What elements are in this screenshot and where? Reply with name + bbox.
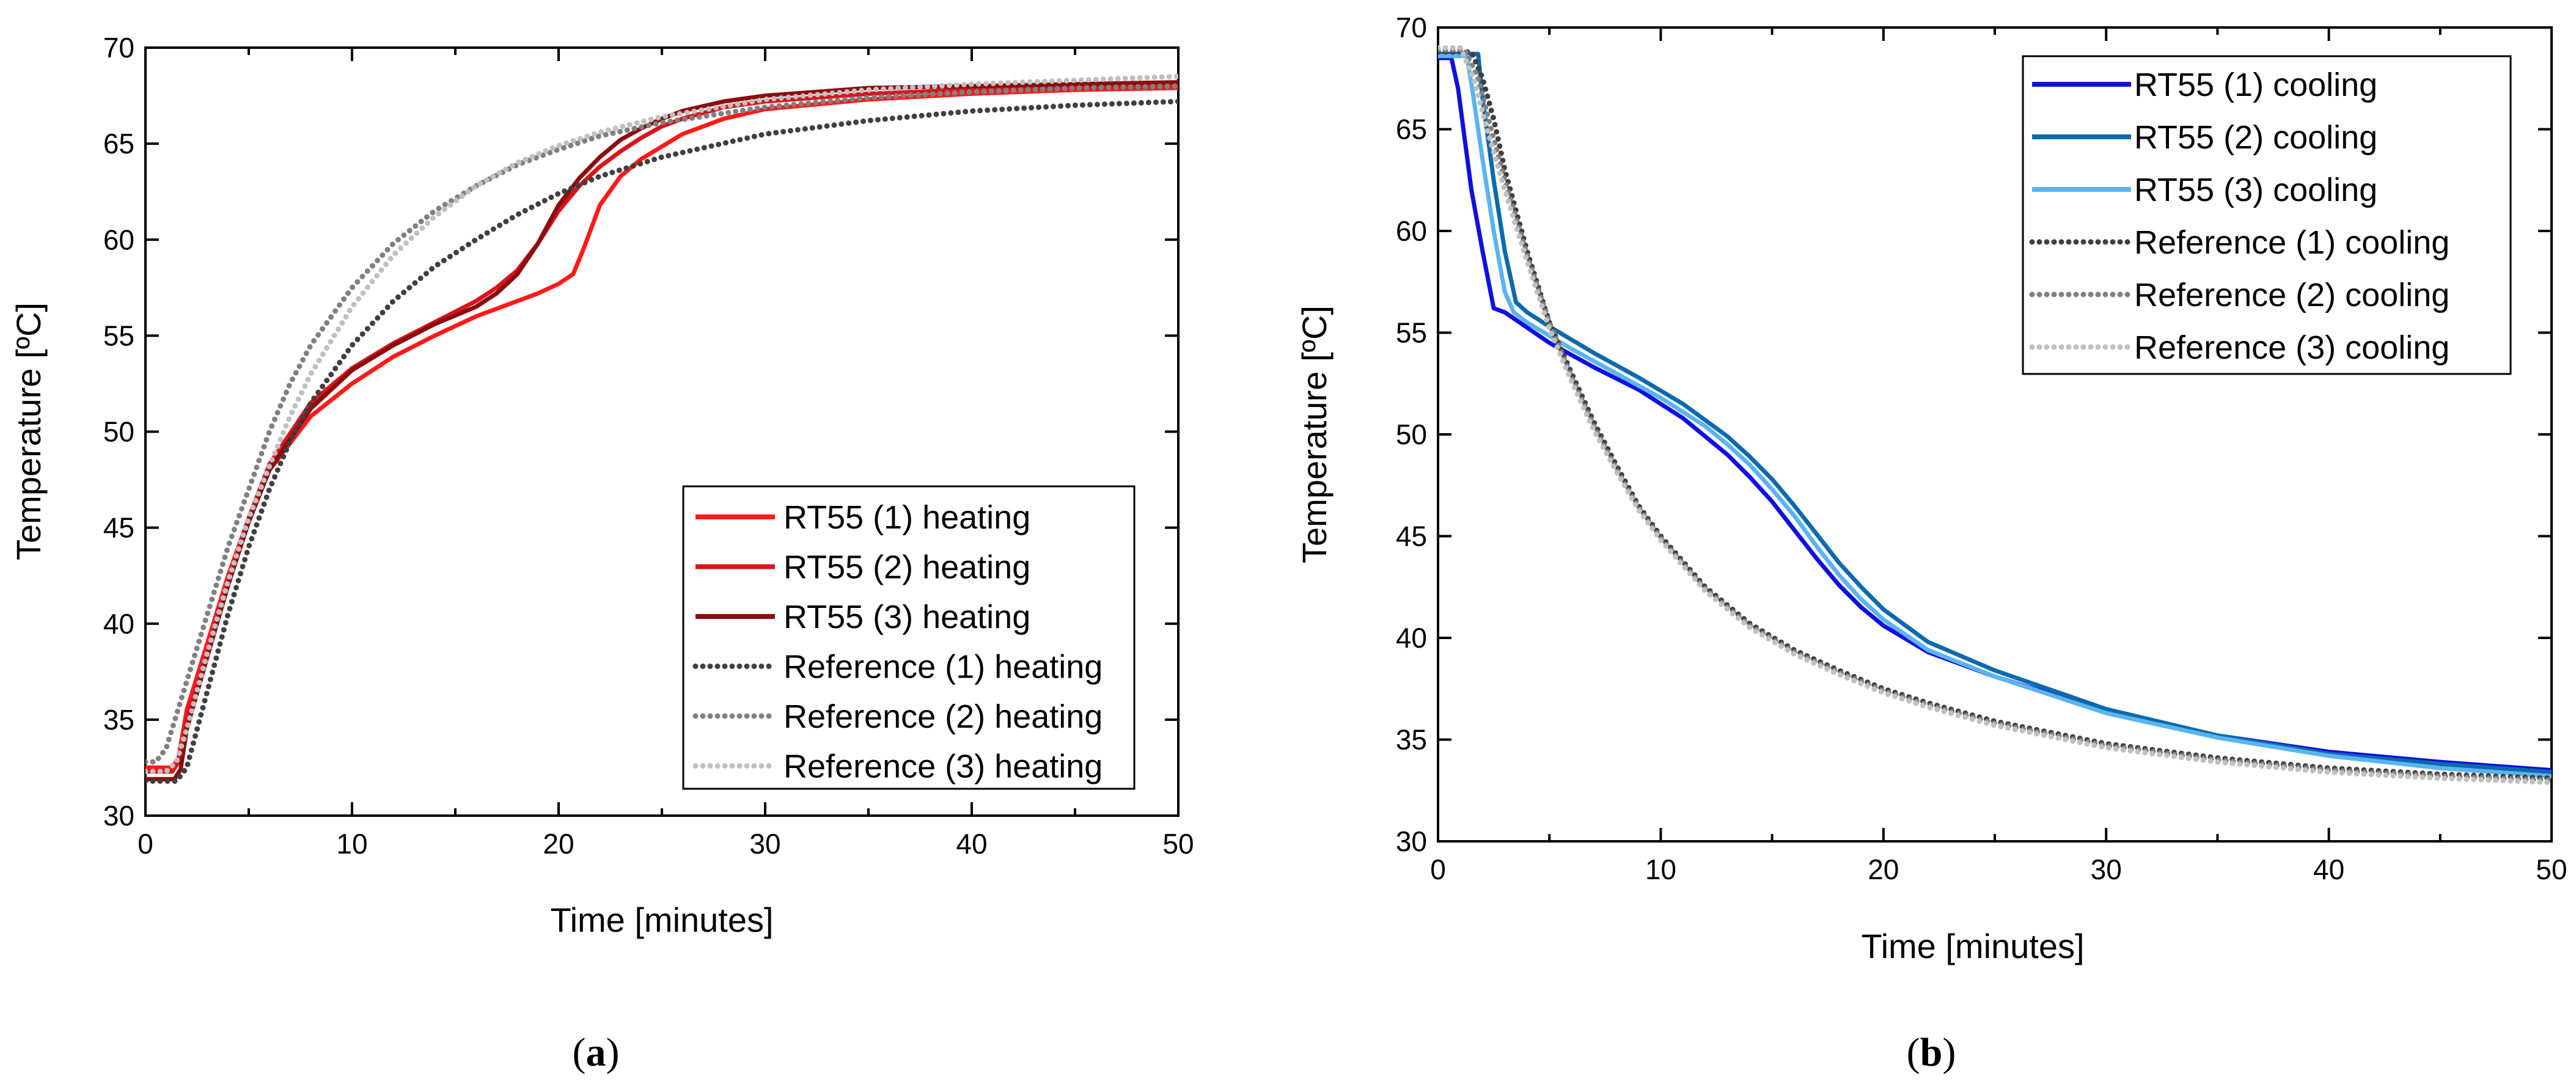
panel-b-x-tick-label: 50 (2536, 854, 2567, 885)
panel-b-legend-box (2022, 55, 2512, 375)
panel-a-y-tick-label: 45 (103, 512, 134, 544)
panel-a-legend: RT55 (1) heating RT55 (2) heating RT55 (3)… (682, 485, 1136, 790)
panel-b-chart: 0 10 20 30 40 50 30 35 40 45 50 55 60 65 70 Time [minu… (1295, 12, 2567, 1075)
panel-a-x-tick-label: 20 (543, 828, 574, 860)
panel-a-caption: (a) (573, 1030, 620, 1075)
panel-b-y-axis-title: Temperature [ºC] (1295, 305, 1334, 563)
panel-b-series-group (1438, 45, 2552, 785)
panel-a-y-tick-label: 70 (103, 32, 134, 64)
panel-b-series-line-2 (1438, 51, 2552, 775)
panel-b-y-tick-label: 55 (1396, 317, 1427, 349)
panel-b-legend-label-1: RT55 (1) cooling (2134, 67, 2377, 103)
panel-b-y-tick-label: 45 (1396, 521, 1427, 552)
panel-b-y-tick-label: 60 (1396, 215, 1427, 247)
panel-b-y-tick-label: 40 (1396, 622, 1427, 654)
panel-b-x-axis-title: Time [minutes] (1861, 927, 2084, 965)
panel-b-y-tick-label: 70 (1396, 12, 1427, 43)
panel-a-legend-label-3: RT55 (3) heating (783, 599, 1030, 635)
panel-a-series-line-6 (145, 73, 1178, 775)
panel-b-y-tick-label: 50 (1396, 419, 1427, 450)
panel-b-x-tick-label: 40 (2313, 854, 2344, 885)
panel-b-legend-label-2: RT55 (2) cooling (2134, 119, 2377, 156)
panel-a-y-tick-label: 65 (103, 128, 134, 159)
panel-b-series-line-6 (1438, 45, 2552, 785)
panel-b-x-tick-label: 10 (1645, 854, 1676, 885)
panel-b-x-tick-label: 20 (1868, 854, 1899, 885)
panel-a-x-axis-title: Time [minutes] (550, 901, 773, 939)
panel-a-legend-label-6: Reference (3) heating (783, 748, 1103, 785)
panel-b-ticks: 0 10 20 30 40 50 30 35 40 45 50 55 60 65 70 (1396, 12, 2567, 885)
panel-b-y-tick-label: 65 (1396, 114, 1427, 145)
panel-b-legend-label-6: Reference (3) cooling (2134, 329, 2449, 366)
panel-a-legend-label-2: RT55 (2) heating (783, 549, 1030, 586)
panel-b-y-tick-label: 35 (1396, 724, 1427, 756)
panel-b-legend: RT55 (1) cooling RT55 (2) cooling RT55 (3)… (2022, 55, 2512, 375)
panel-a-x-tick-label: 50 (1162, 828, 1194, 860)
panel-a-x-tick-label: 10 (336, 828, 367, 860)
panel-a-y-tick-label: 60 (103, 224, 134, 255)
panel-a-y-tick-label: 30 (103, 800, 134, 832)
panel-a-series-line-1 (145, 86, 1178, 770)
panel-a-series-line-3 (145, 80, 1178, 781)
panel-b-legend-label-5: Reference (2) cooling (2134, 277, 2449, 313)
panel-a-y-tick-label: 35 (103, 704, 134, 736)
panel-a-x-tick-label: 40 (956, 828, 987, 860)
panel-a-y-axis-title: Temperature [ºC] (9, 302, 48, 560)
panel-a-chart: 0 10 20 30 40 50 30 35 40 45 50 55 60 65 70 Time [minu… (9, 32, 1194, 1075)
panel-a-y-tick-label: 50 (103, 416, 134, 448)
panel-b-caption: (b) (1907, 1030, 1956, 1075)
panel-a-series-line-5 (145, 83, 1178, 765)
panel-b-series-line-3 (1438, 54, 2552, 778)
panel-a-series-line-4 (145, 98, 1178, 784)
panel-a-series-group (145, 73, 1178, 784)
panel-b-y-tick-label: 30 (1396, 825, 1427, 857)
panel-a-legend-label-5: Reference (2) heating (783, 698, 1103, 735)
panel-b-x-tick-label: 30 (2091, 854, 2122, 885)
panel-b-legend-label-4: Reference (1) cooling (2134, 224, 2449, 261)
panel-b-x-tick-label: 0 (1430, 854, 1446, 885)
panel-a-x-tick-label: 30 (749, 828, 780, 860)
panel-b-legend-label-3: RT55 (3) cooling (2134, 172, 2377, 208)
panel-a-ticks: 0 10 20 30 40 50 30 35 40 45 50 55 60 65 70 (103, 32, 1194, 860)
panel-a-legend-label-1: RT55 (1) heating (783, 499, 1030, 536)
panel-a-legend-label-4: Reference (1) heating (783, 649, 1103, 686)
panel-a-x-tick-label: 0 (138, 828, 153, 860)
panel-a-legend-box (682, 485, 1136, 790)
panel-a-y-tick-label: 40 (103, 608, 134, 640)
panel-a-y-tick-label: 55 (103, 320, 134, 351)
